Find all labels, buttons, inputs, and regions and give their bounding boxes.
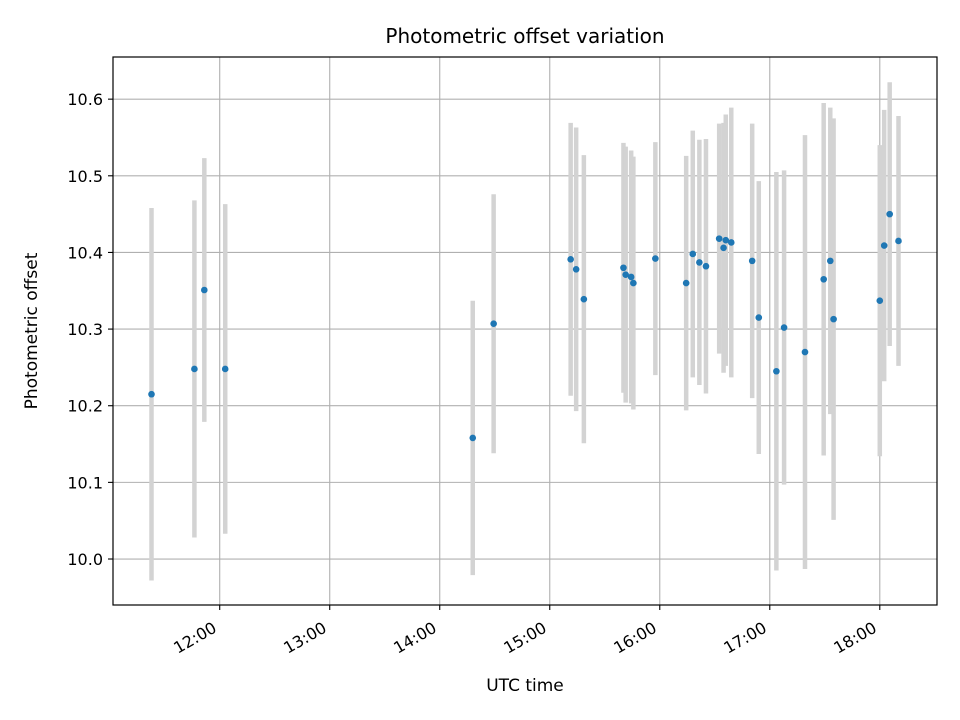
data-point [689,250,697,258]
y-tick-label: 10.5 [67,167,103,186]
y-tick-label: 10.0 [67,550,103,569]
data-point [191,365,198,373]
y-tick-label: 10.3 [67,320,103,339]
data-point [895,237,902,245]
data-point [715,235,723,242]
data-point [722,236,730,244]
x-axis-label: UTC time [486,676,564,696]
y-tick-label: 10.4 [67,243,103,262]
data-point [801,348,809,356]
data-point [580,295,588,303]
data-point [773,367,780,375]
data-point [622,271,629,278]
data-point [652,255,659,262]
chart-title: Photometric offset variation [385,24,664,48]
data-point [727,239,735,246]
y-tick-label: 10.1 [67,473,103,492]
data-point [702,262,710,270]
data-point [682,279,690,287]
data-point [567,256,574,263]
data-point [720,244,727,252]
data-point [627,273,635,281]
data-point [221,365,229,373]
grid-layer [113,57,937,605]
data-point [469,434,477,442]
data-point [886,210,893,218]
y-tick-label: 10.2 [67,397,103,416]
data-point [572,266,580,273]
data-point [620,264,627,272]
y-axis-label: Photometric offset [22,252,42,409]
data-point [148,390,155,398]
data-point [696,259,703,266]
data-point [830,315,837,323]
data-point [880,242,888,249]
data-point [820,275,827,283]
data-point [630,279,637,287]
data-point [755,314,763,321]
data-point [748,257,756,265]
data-point [201,286,208,294]
data-point [826,257,834,265]
data-point [490,320,497,328]
data-point [780,324,788,331]
point-layer [148,210,902,442]
plot-frame [112,56,938,606]
data-point [876,297,884,305]
y-tick-label: 10.6 [67,90,103,109]
